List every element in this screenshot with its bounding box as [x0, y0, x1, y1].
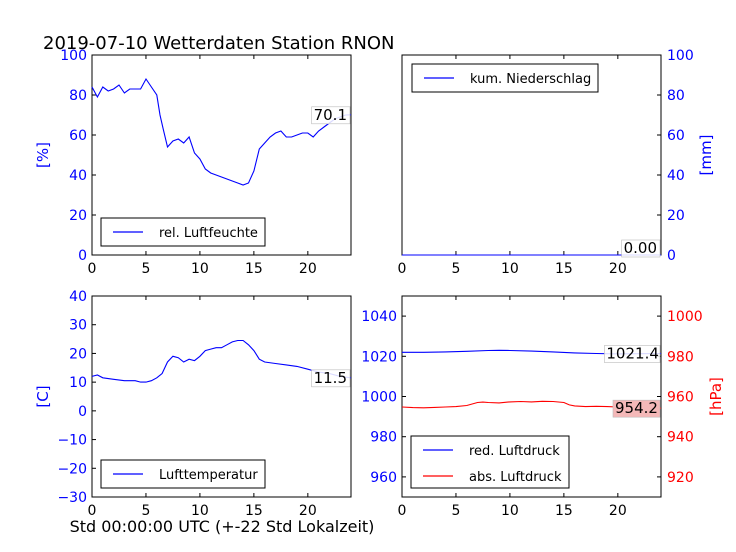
value-label-box [604, 345, 661, 363]
value-label: 1021.4 [606, 344, 659, 362]
y-tick-label: 20 [69, 208, 87, 224]
y-tick-label: 960 [667, 390, 694, 406]
x-tick-label: 5 [451, 503, 460, 519]
y-tick-label: 1000 [361, 390, 397, 406]
y-tick-label: 40 [69, 168, 87, 184]
x-tick-label: 5 [141, 261, 150, 277]
legend-label: Lufttemperatur [159, 468, 258, 483]
y-tick-label: 980 [667, 349, 694, 365]
y-tick-label: 920 [667, 470, 694, 486]
value-label-box [311, 369, 351, 388]
y-tick-label: 20 [69, 346, 87, 362]
legend-label: abs. Luftdruck [469, 470, 562, 485]
value-label: 954.2 [615, 399, 658, 417]
y-tick-label: 30 [69, 318, 87, 334]
chart-panel-bottom-right: 0 5 10 15 20 960 980 1000 1020 1040 920 940 960 980 10… [361, 295, 725, 519]
value-label-box [311, 106, 351, 125]
x-tick-label: 0 [398, 503, 407, 519]
y-tick-label: −20 [57, 461, 87, 477]
y-tick-label: 1000 [667, 309, 703, 325]
chart-panel-top-right: 0 5 10 15 20 0 20 40 60 80 100 [mm] 0.00 kum. Nieders… [398, 48, 715, 277]
y-tick-label: 960 [370, 470, 397, 486]
y-tick-label: −10 [57, 433, 87, 449]
y-tick-label: 100 [60, 48, 87, 64]
y-axis-label: [mm] [697, 135, 715, 176]
series-line [91, 77, 352, 186]
y-tick-label: 0 [667, 248, 676, 264]
plot-frame [91, 295, 352, 498]
x-tick-label: 0 [398, 261, 407, 277]
y-tick-label: 1040 [361, 309, 397, 325]
x-tick-label: 15 [555, 503, 573, 519]
x-tick-label: 10 [501, 261, 519, 277]
x-tick-label: 0 [88, 503, 97, 519]
y-tick-label: 1020 [361, 349, 397, 365]
y-tick-label: 40 [69, 289, 87, 305]
x-tick-label: 15 [555, 261, 573, 277]
x-tick-label: 15 [245, 503, 263, 519]
series-line [91, 339, 352, 383]
y-tick-label: 40 [667, 168, 685, 184]
x-tick-label: 10 [191, 261, 209, 277]
x-tick-label: 20 [609, 503, 627, 519]
y-tick-label: 940 [667, 430, 694, 446]
x-tick-label: 15 [245, 261, 263, 277]
x-tick-label: 20 [299, 503, 317, 519]
legend-box [410, 435, 570, 489]
chart-panel-top-left: 0 5 10 15 20 0 20 40 60 80 100 [%] 70.1 rel. Luftfeuc… [34, 48, 352, 277]
value-label: 11.5 [314, 369, 347, 387]
figure-title: 2019-07-10 Wetterdaten Station RNON [43, 33, 394, 54]
x-tick-label: 20 [299, 261, 317, 277]
x-tick-label: 5 [451, 261, 460, 277]
y-tick-label: 20 [667, 208, 685, 224]
x-axis-label: Std 00:00:00 UTC (+-22 Std Lokalzeit) [70, 517, 375, 536]
y-tick-label: 80 [69, 88, 87, 104]
legend-label: red. Luftdruck [469, 444, 560, 459]
y-tick-label: 60 [69, 128, 87, 144]
y-tick-label: 60 [667, 128, 685, 144]
plot-frame [91, 54, 352, 256]
y-tick-label: 80 [667, 88, 685, 104]
x-tick-label: 20 [609, 261, 627, 277]
value-label: 0.00 [624, 239, 657, 257]
y-tick-label: 980 [370, 430, 397, 446]
y-tick-label: 100 [667, 48, 694, 64]
y-axis-label-right: [hPa] [707, 377, 725, 416]
x-tick-label: 0 [88, 261, 97, 277]
value-label: 70.1 [314, 106, 347, 124]
x-tick-label: 5 [141, 503, 150, 519]
x-tick-label: 10 [191, 503, 209, 519]
legend-label: rel. Luftfeuchte [159, 226, 258, 241]
y-axis-label: [%] [34, 142, 52, 168]
y-axis-label: [C] [34, 385, 52, 407]
y-tick-label: 0 [78, 404, 87, 420]
y-tick-label: 0 [78, 248, 87, 264]
y-tick-label: −30 [57, 490, 87, 506]
value-label-box [612, 399, 661, 418]
x-tick-label: 10 [501, 503, 519, 519]
value-label-box [621, 239, 661, 258]
chart-panel-bottom-left: 0 5 10 15 20 −30 −20 −10 0 10 20 30 40 [C] 11.5 Lufttem… [34, 289, 352, 519]
y-tick-label: 10 [69, 375, 87, 391]
legend-label: kum. Niederschlag [470, 72, 591, 87]
